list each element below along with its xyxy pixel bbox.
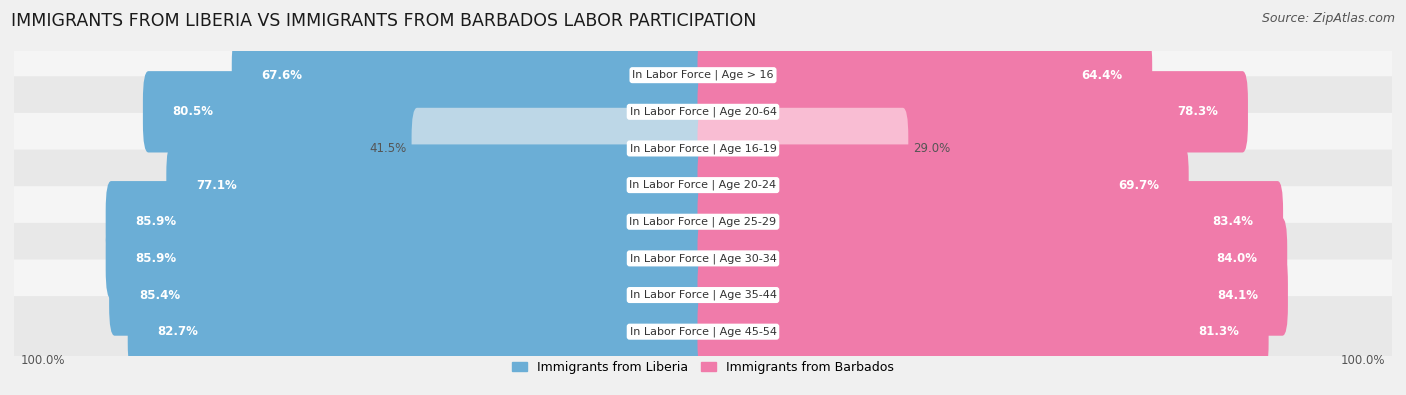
Text: In Labor Force | Age 30-34: In Labor Force | Age 30-34 xyxy=(630,253,776,263)
Text: 83.4%: 83.4% xyxy=(1212,215,1254,228)
Text: In Labor Force | Age 35-44: In Labor Force | Age 35-44 xyxy=(630,290,776,300)
FancyBboxPatch shape xyxy=(697,108,908,189)
Text: 64.4%: 64.4% xyxy=(1081,69,1122,82)
FancyBboxPatch shape xyxy=(11,113,1395,184)
Text: 85.9%: 85.9% xyxy=(135,215,176,228)
Text: 77.1%: 77.1% xyxy=(195,179,236,192)
FancyBboxPatch shape xyxy=(143,71,709,152)
FancyBboxPatch shape xyxy=(110,254,709,336)
Text: 29.0%: 29.0% xyxy=(912,142,950,155)
FancyBboxPatch shape xyxy=(697,145,1188,226)
Text: In Labor Force | Age 20-64: In Labor Force | Age 20-64 xyxy=(630,107,776,117)
Text: In Labor Force | Age 20-24: In Labor Force | Age 20-24 xyxy=(630,180,776,190)
FancyBboxPatch shape xyxy=(128,291,709,372)
Text: 82.7%: 82.7% xyxy=(157,325,198,338)
Text: 85.9%: 85.9% xyxy=(135,252,176,265)
FancyBboxPatch shape xyxy=(697,71,1249,152)
FancyBboxPatch shape xyxy=(697,181,1284,262)
Text: In Labor Force | Age 45-54: In Labor Force | Age 45-54 xyxy=(630,326,776,337)
Text: 41.5%: 41.5% xyxy=(370,142,406,155)
Text: 80.5%: 80.5% xyxy=(173,105,214,118)
FancyBboxPatch shape xyxy=(697,34,1152,116)
Text: 78.3%: 78.3% xyxy=(1177,105,1219,118)
Legend: Immigrants from Liberia, Immigrants from Barbados: Immigrants from Liberia, Immigrants from… xyxy=(512,361,894,374)
FancyBboxPatch shape xyxy=(11,296,1395,367)
FancyBboxPatch shape xyxy=(11,223,1395,294)
FancyBboxPatch shape xyxy=(412,108,709,189)
FancyBboxPatch shape xyxy=(11,40,1395,111)
Text: 84.1%: 84.1% xyxy=(1218,288,1258,301)
Text: 100.0%: 100.0% xyxy=(1340,354,1385,367)
Text: 84.0%: 84.0% xyxy=(1216,252,1257,265)
Text: 100.0%: 100.0% xyxy=(21,354,66,367)
FancyBboxPatch shape xyxy=(166,145,709,226)
FancyBboxPatch shape xyxy=(697,254,1288,336)
Text: In Labor Force | Age > 16: In Labor Force | Age > 16 xyxy=(633,70,773,81)
Text: In Labor Force | Age 25-29: In Labor Force | Age 25-29 xyxy=(630,216,776,227)
Text: 67.6%: 67.6% xyxy=(262,69,302,82)
FancyBboxPatch shape xyxy=(697,291,1268,372)
FancyBboxPatch shape xyxy=(11,150,1395,221)
Text: Source: ZipAtlas.com: Source: ZipAtlas.com xyxy=(1261,12,1395,25)
FancyBboxPatch shape xyxy=(11,186,1395,257)
Text: 85.4%: 85.4% xyxy=(139,288,180,301)
FancyBboxPatch shape xyxy=(105,181,709,262)
FancyBboxPatch shape xyxy=(697,218,1288,299)
Text: In Labor Force | Age 16-19: In Labor Force | Age 16-19 xyxy=(630,143,776,154)
FancyBboxPatch shape xyxy=(232,34,709,116)
Text: IMMIGRANTS FROM LIBERIA VS IMMIGRANTS FROM BARBADOS LABOR PARTICIPATION: IMMIGRANTS FROM LIBERIA VS IMMIGRANTS FR… xyxy=(11,12,756,30)
FancyBboxPatch shape xyxy=(105,218,709,299)
FancyBboxPatch shape xyxy=(11,260,1395,331)
Text: 81.3%: 81.3% xyxy=(1198,325,1239,338)
FancyBboxPatch shape xyxy=(11,76,1395,147)
Text: 69.7%: 69.7% xyxy=(1118,179,1159,192)
